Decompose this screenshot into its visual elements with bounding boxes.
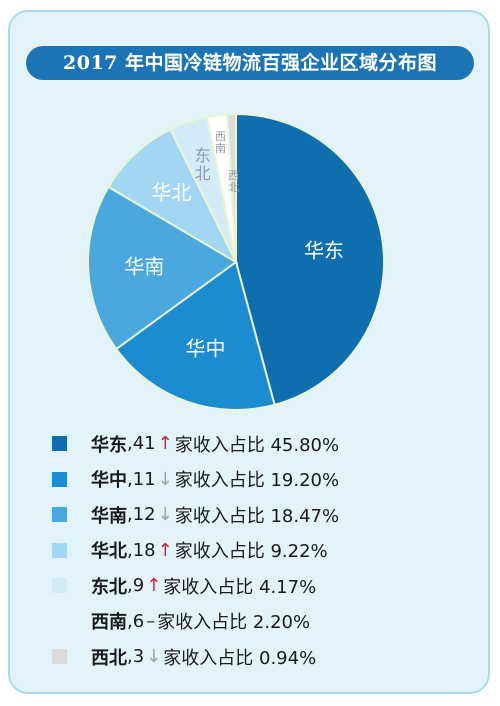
legend-comma: ,	[127, 610, 133, 632]
legend-comma: ,	[127, 468, 133, 490]
legend-count: 12	[132, 504, 156, 526]
legend-region: 西北	[91, 647, 127, 669]
trend-up-icon: ↑	[157, 539, 173, 561]
legend-item: 西南, 6 – 家收入占比 2.20%	[52, 604, 472, 640]
legend-item: 东北, 9 ↑ 家收入占比 4.17%	[52, 568, 472, 604]
legend-count: 11	[132, 468, 156, 490]
slice-label: 华中	[185, 337, 225, 361]
pie-slice	[107, 127, 239, 265]
legend-swatch	[52, 542, 67, 558]
chart-title: 2017 年中国冷链物流百强企业区域分布图	[26, 46, 474, 80]
legend-region: 华北	[91, 541, 127, 563]
legend-item: 华中, 11 ↓ 家收入占比 19.20%	[52, 462, 472, 498]
slice-label: 华东	[304, 238, 344, 262]
legend-text: 家收入占比 18.47%	[174, 505, 340, 527]
slice-label: 西南	[215, 130, 226, 155]
legend-item: 西北, 3 ↓ 家收入占比 0.94%	[52, 639, 472, 675]
legend-text: 家收入占比 0.94%	[163, 647, 317, 669]
legend-region: 华中	[91, 470, 127, 492]
legend-swatch	[52, 578, 67, 594]
pie-slice	[235, 112, 385, 407]
legend-comma: ,	[127, 646, 133, 668]
slice-label: 华北	[152, 181, 192, 205]
slice-label: 华南	[124, 254, 164, 278]
legend-swatch	[52, 614, 67, 629]
legend-region: 西南	[91, 612, 127, 634]
legend-comma: ,	[127, 539, 133, 561]
legend-region: 东北	[91, 576, 127, 598]
slice-label: 东北	[195, 146, 211, 183]
pie-slice	[226, 112, 237, 263]
legend-text: 家收入占比 2.20%	[157, 612, 311, 634]
trend-down-icon: ↓	[157, 468, 173, 490]
legend-count: 18	[132, 539, 156, 561]
legend-swatch	[52, 507, 67, 523]
legend-comma: ,	[127, 504, 133, 526]
pie-slice	[87, 185, 238, 351]
pie-slice	[114, 260, 276, 411]
legend-swatch	[52, 649, 67, 665]
legend-text: 家收入占比 9.22%	[174, 541, 328, 563]
legend-item: 华东, 41 ↑ 家收入占比 45.80%	[52, 426, 472, 462]
legend-count: 3	[132, 646, 145, 668]
legend-count: 41	[132, 433, 156, 455]
legend-region: 华东	[91, 434, 127, 456]
legend-swatch	[52, 436, 67, 452]
trend-up-icon: ↑	[157, 433, 173, 455]
slice-label: 西北	[228, 169, 239, 194]
trend-down-icon: ↓	[157, 504, 173, 526]
trend-down-icon: ↓	[146, 646, 162, 668]
legend-region: 华南	[91, 505, 127, 527]
legend-comma: ,	[127, 575, 133, 597]
legend-item: 华北, 18 ↑ 家收入占比 9.22%	[52, 533, 472, 569]
legend-item: 华南, 12 ↓ 家收入占比 18.47%	[52, 497, 472, 533]
legend-comma: ,	[127, 433, 133, 455]
legend: 华东, 41 ↑ 家收入占比 45.80% 华中, 11 ↓ 家收入占比 19.…	[52, 426, 472, 675]
legend-text: 家收入占比 45.80%	[174, 434, 340, 456]
legend-text: 家收入占比 19.20%	[174, 470, 340, 492]
legend-text: 家收入占比 4.17%	[163, 576, 317, 598]
trend-flat-icon: –	[146, 610, 156, 632]
trend-up-icon: ↑	[146, 575, 162, 597]
legend-swatch	[52, 471, 67, 487]
legend-count: 9	[132, 575, 145, 597]
legend-count: 6	[132, 610, 145, 632]
